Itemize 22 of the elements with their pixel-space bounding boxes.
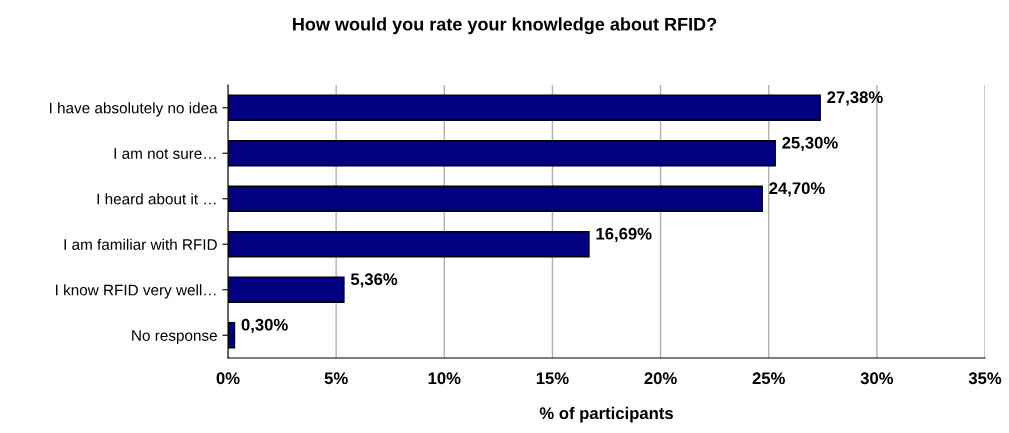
x-axis-title: % of participants	[539, 406, 673, 423]
x-tick-label: 10%	[428, 372, 461, 385]
y-tick-label: I have absolutely no idea	[49, 102, 218, 117]
data-label: 16,69%	[596, 227, 652, 243]
x-tick-label: 15%	[536, 372, 569, 385]
data-label: 24,70%	[769, 182, 825, 197]
data-label: 27,38%	[827, 91, 883, 106]
x-tick-label: 35%	[968, 372, 1002, 385]
y-tick-label: I am not sure…	[114, 148, 216, 159]
y-tick-label: I heard about it …	[97, 193, 216, 205]
y-tick-label: I am familiar with RFID	[64, 238, 217, 250]
y-tick-label: No response	[132, 330, 217, 344]
chart-title: How would you rate your knowledge about RFID?	[293, 17, 717, 35]
y-tick-label: I know RFID very well…	[56, 284, 216, 299]
x-tick-label: 5%	[324, 372, 348, 385]
data-label: 0,30%	[241, 318, 288, 334]
data-label: 25,30%	[782, 136, 838, 152]
x-tick-label: 0%	[216, 372, 240, 385]
x-tick-label: 30%	[860, 372, 894, 385]
data-label: 5,36%	[350, 273, 398, 288]
x-tick-label: 20%	[644, 372, 677, 385]
x-tick-label: 25%	[752, 372, 785, 385]
